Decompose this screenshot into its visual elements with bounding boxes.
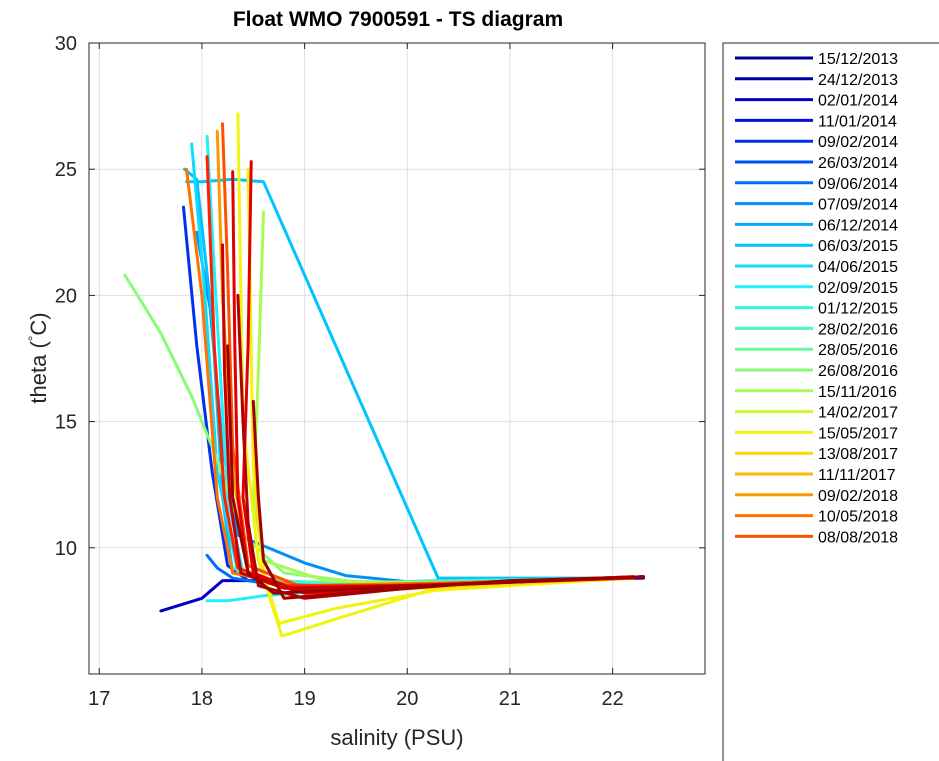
legend-label: 13/08/2017: [818, 446, 898, 463]
legend-label: 15/12/2013: [818, 51, 898, 68]
ts-profile-line: [226, 344, 645, 595]
legend-label: 24/12/2013: [818, 72, 898, 89]
legend-label: 28/02/2016: [818, 321, 898, 338]
plot-border: [88, 42, 706, 675]
profile-lines: [123, 112, 645, 638]
y-tick-label: 15: [55, 412, 77, 434]
y-axis-label-main: theta (: [26, 341, 51, 404]
x-tick-label: 20: [396, 688, 418, 710]
legend-label: 10/05/2018: [818, 509, 898, 526]
legend-label: 09/02/2014: [818, 134, 898, 151]
legend-label: 08/08/2018: [818, 529, 898, 546]
legend-label: 06/03/2015: [818, 238, 898, 255]
legend-label: 06/12/2014: [818, 217, 898, 234]
legend-label: 09/06/2014: [818, 176, 898, 193]
x-tick-label: 17: [88, 688, 110, 710]
legend-label: 11/01/2014: [818, 113, 897, 130]
legend-label: 07/09/2014: [818, 197, 898, 214]
legend-label: 02/09/2015: [818, 280, 898, 297]
x-tick-labels: 17 18 19 20 21 22: [88, 688, 624, 710]
legend-label: 09/02/2018: [818, 488, 898, 505]
x-tick-label: 22: [601, 688, 623, 710]
y-axis-label: theta (°C): [25, 312, 51, 403]
x-tick-label: 21: [499, 688, 521, 710]
plot-area: [88, 42, 706, 675]
legend-label: 02/01/2014: [818, 93, 898, 110]
axis-ticks: [89, 42, 705, 674]
y-axis-label-degree: °: [25, 336, 41, 342]
legend: 15/12/2013 24/12/2013 02/01/2014 11/01/2014…: [722, 42, 939, 761]
legend-label: 14/02/2017: [818, 405, 898, 422]
y-tick-label: 20: [55, 285, 77, 307]
y-tick-label: 10: [55, 538, 77, 560]
legend-label: 26/03/2014: [818, 155, 898, 172]
y-tick-labels: 10 15 20 25 30: [55, 33, 77, 560]
legend-label: 28/05/2016: [818, 342, 898, 359]
legend-label: 15/11/2016: [818, 384, 897, 401]
legend-label: 11/11/2017: [818, 467, 896, 484]
y-axis-label-unit: C): [26, 312, 51, 335]
legend-label: 01/12/2015: [818, 301, 898, 318]
y-tick-label: 25: [55, 159, 77, 181]
legend-items: 15/12/2013 24/12/2013 02/01/2014 11/01/2014…: [735, 51, 898, 546]
legend-label: 15/05/2017: [818, 425, 898, 442]
ts-profile-line: [251, 399, 645, 600]
x-tick-label: 19: [293, 688, 315, 710]
legend-label: 26/08/2016: [818, 363, 898, 380]
legend-label: 04/06/2015: [818, 259, 898, 276]
y-tick-label: 30: [55, 33, 77, 55]
x-tick-label: 18: [191, 688, 213, 710]
ts-profile-line: [246, 167, 635, 625]
x-axis-label: salinity (PSU): [330, 725, 463, 750]
chart-title: Float WMO 7900591 - TS diagram: [233, 8, 563, 31]
